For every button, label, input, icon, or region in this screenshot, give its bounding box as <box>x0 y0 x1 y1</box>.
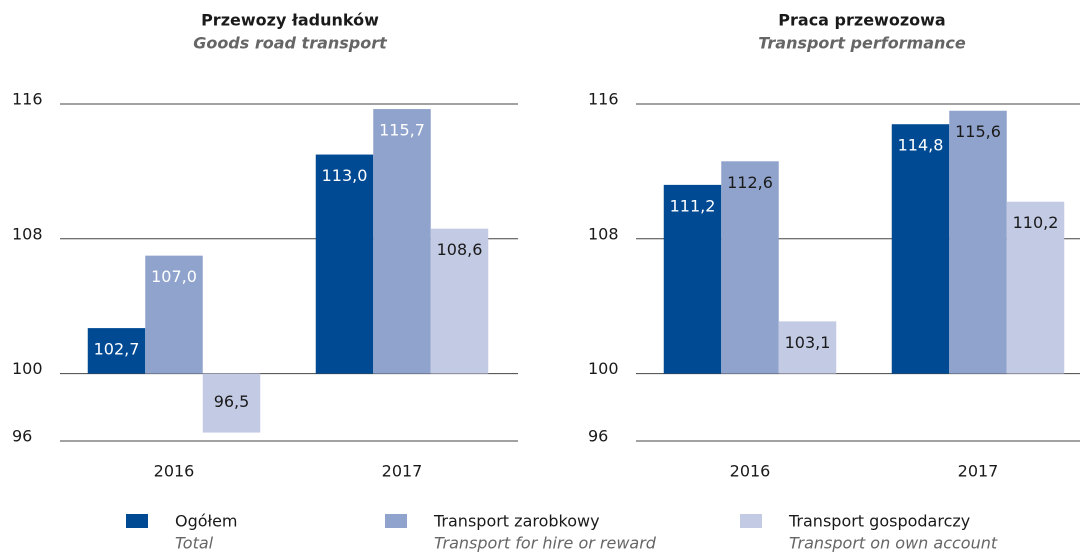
chart-title: Przewozy ładunków <box>201 11 379 30</box>
y-tick-label: 100 <box>588 359 619 378</box>
x-tick-label: 2017 <box>382 462 423 481</box>
y-tick-label: 96 <box>12 427 32 446</box>
value-label: 103,1 <box>785 333 831 352</box>
bar <box>721 161 779 374</box>
y-tick-label: 108 <box>12 224 43 243</box>
value-label: 108,6 <box>437 240 483 259</box>
legend-swatch <box>740 514 762 528</box>
bar <box>145 255 203 374</box>
value-label: 112,6 <box>727 173 773 192</box>
x-tick-label: 2016 <box>730 462 771 481</box>
value-label: 111,2 <box>670 196 716 215</box>
bar <box>373 109 431 374</box>
value-label: 110,2 <box>1013 213 1059 232</box>
value-label: 115,6 <box>955 122 1001 141</box>
legend-swatch <box>126 514 148 528</box>
bar <box>202 373 261 433</box>
x-tick-label: 2016 <box>154 462 195 481</box>
y-tick-label: 108 <box>588 224 619 243</box>
chart-subtitle: Goods road transport <box>193 34 388 53</box>
y-tick-label: 100 <box>12 359 43 378</box>
bar <box>949 110 1007 374</box>
bar <box>778 321 837 374</box>
bar <box>891 124 950 374</box>
chart-title: Praca przewozowa <box>778 11 945 30</box>
chart-subtitle: Transport performance <box>758 34 966 53</box>
legend-label-en: Transport for hire or reward <box>434 534 657 553</box>
bar <box>1006 201 1065 374</box>
value-label: 102,7 <box>94 340 140 359</box>
legend-swatch <box>385 514 407 528</box>
bar <box>430 228 489 374</box>
legend-label: Ogółem <box>175 512 238 531</box>
bar <box>663 184 722 374</box>
legend-label-en: Total <box>175 534 214 553</box>
y-tick-label: 116 <box>588 90 619 109</box>
value-label: 96,5 <box>214 392 250 411</box>
bar <box>315 154 374 374</box>
legend-label-en: Transport on own account <box>789 534 998 553</box>
y-tick-label: 96 <box>588 427 608 446</box>
x-tick-label: 2017 <box>958 462 999 481</box>
y-tick-label: 116 <box>12 90 43 109</box>
legend-label: Transport gospodarczy <box>788 512 970 531</box>
legend-label: Transport zarobkowy <box>433 512 600 531</box>
value-label: 113,0 <box>322 166 368 185</box>
value-label: 107,0 <box>151 267 197 286</box>
value-label: 115,7 <box>379 121 425 140</box>
value-label: 114,8 <box>898 136 944 155</box>
bar <box>87 328 146 374</box>
